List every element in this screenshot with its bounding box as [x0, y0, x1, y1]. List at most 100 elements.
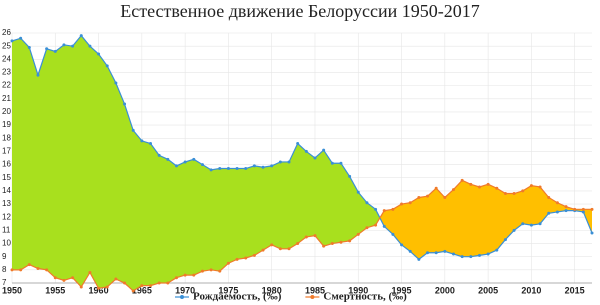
data-point [443, 249, 447, 253]
data-point [495, 248, 499, 252]
data-point [157, 281, 161, 285]
data-point [209, 168, 213, 172]
data-point [270, 164, 274, 168]
data-point [555, 201, 559, 205]
data-point [426, 194, 430, 198]
y-tick-label: 17 [2, 147, 11, 156]
data-point [408, 201, 412, 205]
data-point [79, 34, 83, 38]
data-point [114, 81, 118, 85]
y-tick-label: 23 [2, 68, 11, 77]
data-point [218, 167, 222, 171]
data-point [71, 276, 75, 280]
x-tick-label: 1985 [305, 285, 325, 295]
data-point [97, 286, 101, 290]
data-point [443, 195, 447, 199]
data-point [287, 247, 291, 251]
data-point [512, 192, 516, 196]
data-point [36, 267, 40, 271]
series-line [11, 34, 593, 261]
data-point [417, 195, 421, 199]
data-point [36, 73, 40, 77]
data-point [45, 47, 49, 51]
data-point [53, 49, 57, 53]
data-point [486, 182, 490, 186]
data-point [226, 261, 230, 265]
data-point [174, 276, 178, 280]
y-tick-label: 12 [2, 212, 11, 221]
data-point [174, 164, 178, 168]
data-point [495, 186, 499, 190]
data-point [261, 165, 265, 169]
data-point [330, 242, 334, 246]
y-tick-label: 16 [2, 160, 11, 169]
data-point [503, 192, 507, 196]
data-point [252, 253, 256, 257]
y-tick-label: 7 [2, 278, 7, 287]
x-tick-label: 2010 [521, 285, 541, 295]
data-point [460, 255, 464, 259]
y-tick-label: 14 [2, 186, 11, 195]
data-point [564, 209, 568, 213]
y-tick-label: 25 [2, 41, 11, 50]
data-point [140, 139, 144, 143]
data-point [400, 202, 404, 206]
data-point [503, 238, 507, 242]
data-point [339, 161, 343, 165]
data-point [200, 163, 204, 167]
difference-area [12, 35, 592, 291]
data-point [45, 268, 49, 272]
data-point [123, 102, 127, 106]
data-point [417, 257, 421, 261]
data-point [296, 142, 300, 146]
data-point [581, 207, 585, 211]
data-point [451, 252, 455, 256]
data-point [555, 210, 559, 214]
data-point [53, 276, 57, 280]
y-tick-label: 11 [2, 225, 11, 234]
data-point [183, 160, 187, 164]
data-point [348, 239, 352, 243]
x-tick-label: 1995 [392, 285, 412, 295]
data-point [131, 289, 135, 293]
data-point [88, 270, 92, 274]
data-point [209, 268, 213, 272]
data-point [322, 244, 326, 248]
data-point [157, 153, 161, 157]
data-point [521, 189, 525, 193]
data-point [529, 184, 533, 188]
data-point [10, 39, 14, 43]
data-point [183, 273, 187, 277]
data-point [348, 174, 352, 178]
data-point [330, 161, 334, 165]
data-point [192, 273, 196, 277]
data-point [590, 207, 594, 211]
y-tick-label: 15 [2, 173, 11, 182]
data-point [356, 232, 360, 236]
data-point [512, 228, 516, 232]
data-point [529, 223, 533, 227]
data-point [79, 285, 83, 289]
data-point [166, 157, 170, 161]
x-tick-label: 2000 [435, 285, 455, 295]
data-point [382, 224, 386, 228]
data-point [547, 211, 551, 215]
data-point [374, 223, 378, 227]
x-tick-label: 1950 [2, 285, 22, 295]
data-point [252, 164, 256, 168]
data-point [382, 209, 386, 213]
data-point [278, 160, 282, 164]
data-point [19, 36, 23, 40]
x-tick-label: 1960 [89, 285, 109, 295]
data-point [261, 248, 265, 252]
y-tick-label: 21 [2, 94, 11, 103]
data-point [114, 277, 118, 281]
data-point [391, 232, 395, 236]
data-point [581, 210, 585, 214]
data-point [538, 222, 542, 226]
data-point [149, 142, 153, 146]
data-point [469, 255, 473, 259]
y-tick-label: 9 [2, 252, 7, 261]
data-point [131, 128, 135, 132]
